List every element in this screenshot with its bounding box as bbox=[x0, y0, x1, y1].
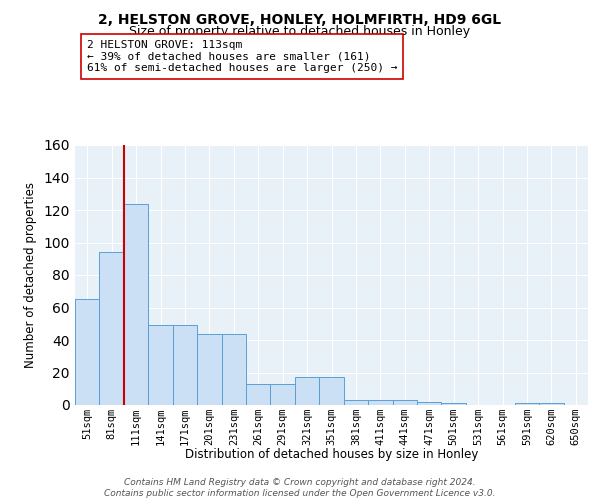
Bar bbox=[100, 252, 124, 405]
Text: 2, HELSTON GROVE, HONLEY, HOLMFIRTH, HD9 6GL: 2, HELSTON GROVE, HONLEY, HOLMFIRTH, HD9… bbox=[98, 12, 502, 26]
Bar bbox=[319, 378, 344, 405]
Bar bbox=[271, 384, 295, 405]
Y-axis label: Number of detached properties: Number of detached properties bbox=[25, 182, 37, 368]
Bar bbox=[442, 404, 466, 405]
Bar bbox=[148, 326, 173, 405]
Bar bbox=[539, 404, 563, 405]
Bar bbox=[221, 334, 246, 405]
Text: Contains HM Land Registry data © Crown copyright and database right 2024.
Contai: Contains HM Land Registry data © Crown c… bbox=[104, 478, 496, 498]
Bar bbox=[75, 300, 100, 405]
Bar bbox=[295, 378, 319, 405]
Bar bbox=[173, 326, 197, 405]
Bar bbox=[417, 402, 442, 405]
Bar bbox=[344, 400, 368, 405]
Bar bbox=[368, 400, 392, 405]
Bar bbox=[197, 334, 221, 405]
Bar bbox=[515, 404, 539, 405]
Text: Size of property relative to detached houses in Honley: Size of property relative to detached ho… bbox=[130, 25, 470, 38]
X-axis label: Distribution of detached houses by size in Honley: Distribution of detached houses by size … bbox=[185, 448, 478, 461]
Bar bbox=[124, 204, 148, 405]
Bar bbox=[246, 384, 271, 405]
Bar bbox=[392, 400, 417, 405]
Text: 2 HELSTON GROVE: 113sqm
← 39% of detached houses are smaller (161)
61% of semi-d: 2 HELSTON GROVE: 113sqm ← 39% of detache… bbox=[87, 40, 398, 73]
